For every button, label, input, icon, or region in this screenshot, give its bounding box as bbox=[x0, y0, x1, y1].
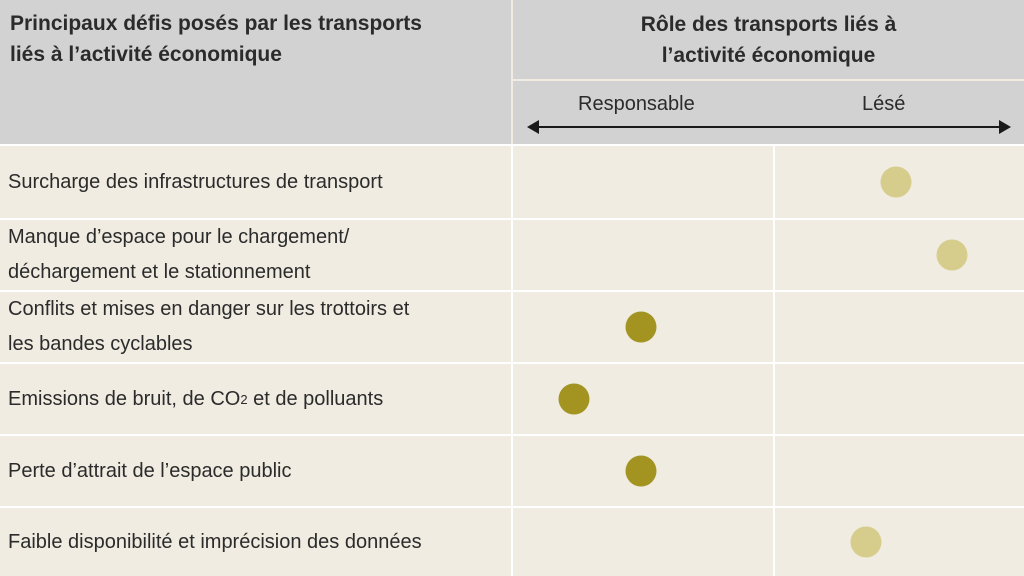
row-label: Perte d’attrait de l’espace public bbox=[8, 459, 292, 482]
role-marker bbox=[625, 311, 657, 343]
row-label: Surcharge des infrastructures de transpo… bbox=[8, 170, 383, 193]
column-divider bbox=[511, 146, 513, 218]
table-row: Surcharge des infrastructures de transpo… bbox=[0, 144, 1024, 218]
header-left-cell: Principaux défis posés par les transport… bbox=[0, 0, 511, 144]
axis-label-lese: Lésé bbox=[862, 93, 906, 115]
column-divider bbox=[773, 508, 775, 576]
row-label-text: et de polluants bbox=[247, 387, 384, 410]
column-divider bbox=[773, 436, 775, 506]
column-divider bbox=[773, 146, 775, 218]
column-divider bbox=[511, 508, 513, 576]
role-column-title: Rôle des transports liés à l’activité éc… bbox=[640, 12, 897, 67]
role-marker bbox=[880, 166, 912, 198]
role-marker bbox=[936, 239, 968, 271]
column-divider bbox=[773, 364, 775, 434]
role-marker bbox=[625, 455, 657, 487]
row-label-subscript: 2 bbox=[240, 391, 248, 407]
row-label: Conflits et mises en danger sur les trot… bbox=[8, 298, 410, 355]
table-row: Emissions de bruit, de CO 2 et de polluan… bbox=[0, 362, 1024, 434]
column-divider bbox=[773, 220, 775, 290]
column-divider bbox=[511, 436, 513, 506]
row-label: Manque d’espace pour le chargement/ déch… bbox=[8, 226, 350, 283]
table-row: Perte d’attrait de l’espace public bbox=[0, 434, 1024, 506]
role-marker bbox=[558, 383, 590, 415]
header-right-cell: Rôle des transports liés à l’activité éc… bbox=[513, 0, 1024, 79]
double-arrow-icon bbox=[527, 120, 1011, 134]
column-divider bbox=[773, 292, 775, 362]
column-divider bbox=[511, 220, 513, 290]
row-label: Faible disponibilité et imprécision des … bbox=[8, 530, 422, 553]
column-divider bbox=[511, 364, 513, 434]
challenges-column-title: Principaux défis posés par les transport… bbox=[10, 12, 422, 66]
role-axis-cell: Responsable Lésé bbox=[513, 81, 1024, 144]
column-divider bbox=[511, 292, 513, 362]
table-row: Conflits et mises en danger sur les trot… bbox=[0, 290, 1024, 362]
table-row: Manque d’espace pour le chargement/ déch… bbox=[0, 218, 1024, 290]
axis-label-responsable: Responsable bbox=[578, 93, 695, 115]
role-marker bbox=[850, 526, 882, 558]
table-row: Faible disponibilité et imprécision des … bbox=[0, 506, 1024, 576]
row-label-text: Emissions de bruit, de CO bbox=[8, 387, 241, 410]
row-label: Emissions de bruit, de CO 2 et de polluan… bbox=[0, 364, 511, 434]
